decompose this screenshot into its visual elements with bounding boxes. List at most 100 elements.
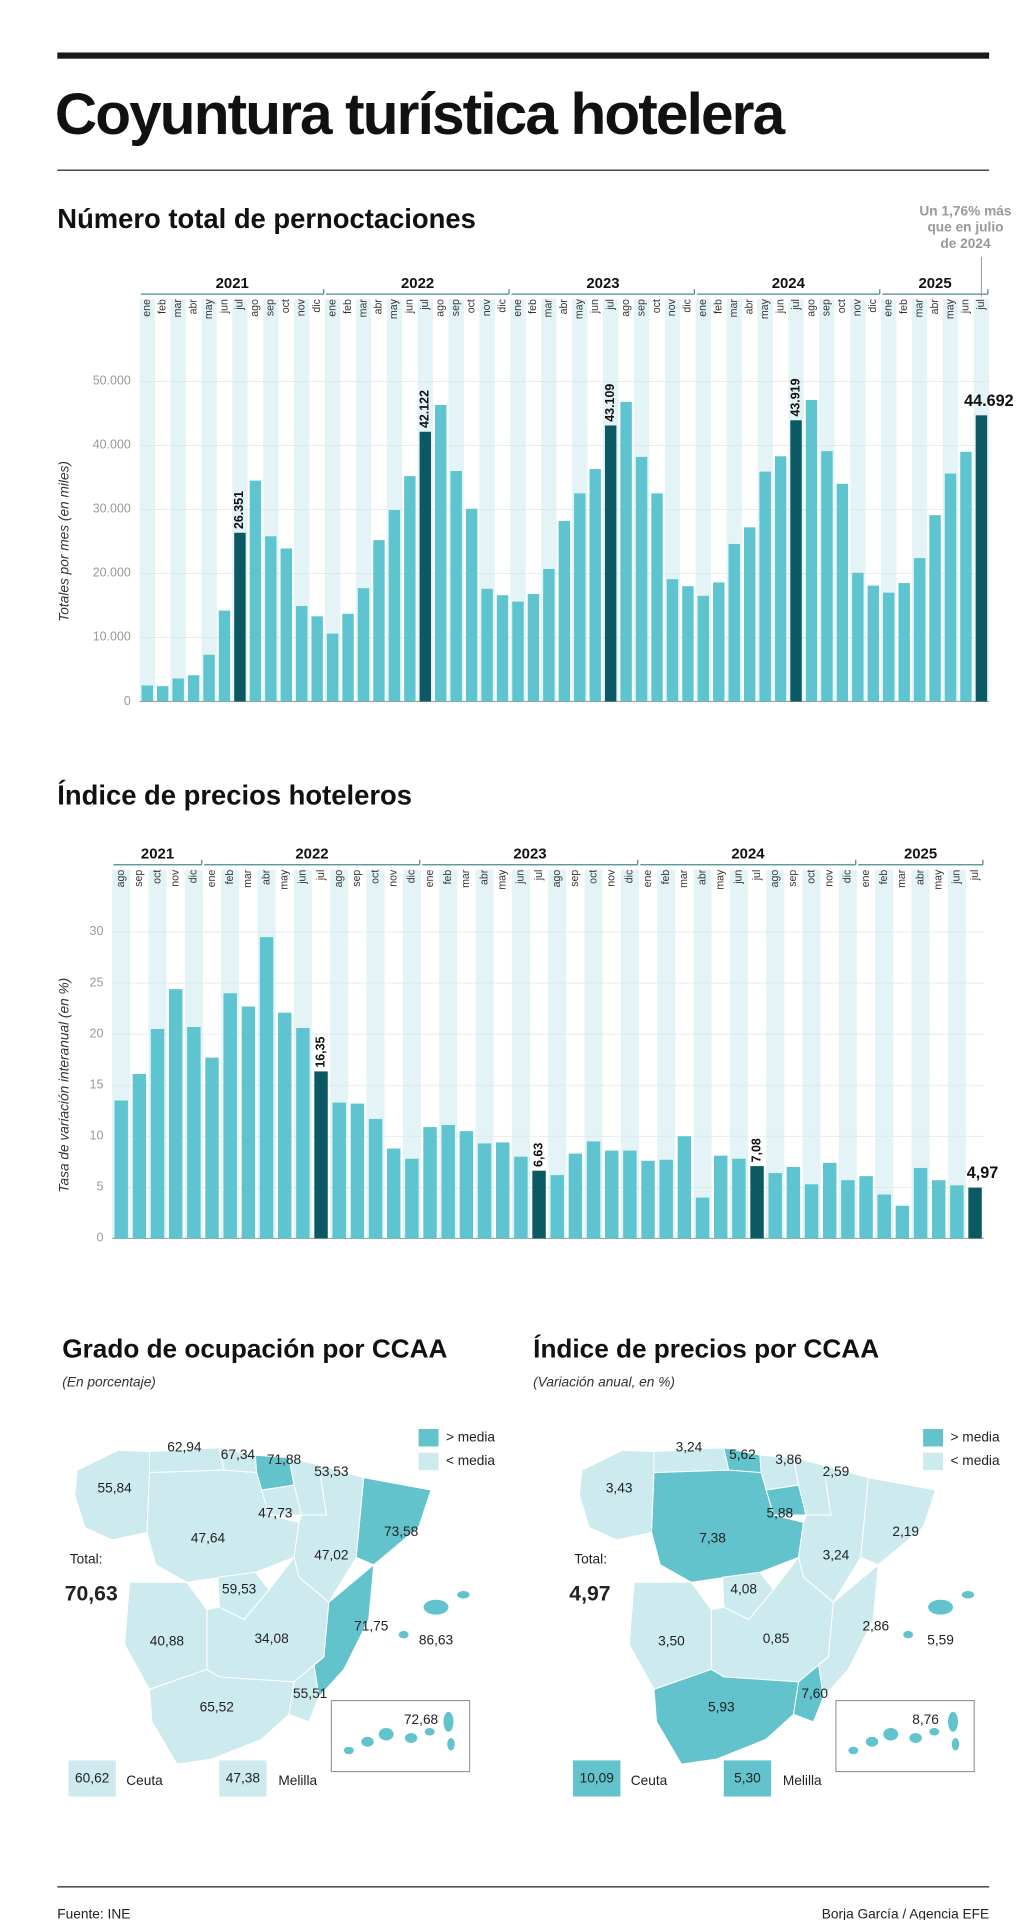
stripe [911,869,930,1239]
bar [435,405,447,702]
region-value: 86,63 [419,1632,454,1647]
island [398,1630,409,1639]
bar [332,1102,346,1239]
month-label: ago [620,299,632,317]
month-label: may [203,298,215,319]
bar [805,399,818,702]
bar [750,1166,764,1239]
month-label: ago [115,870,127,888]
bar [786,1166,801,1239]
month-label: dic [682,298,694,312]
bar [296,1027,310,1239]
island [948,1711,958,1732]
month-label: ago [805,299,817,317]
region [860,1477,937,1566]
month-label: nov [170,869,182,887]
month-label: jun [774,299,786,314]
bar [168,989,183,1239]
year-label: 2024 [772,275,806,292]
month-label: ago [769,870,781,888]
bar [314,1071,328,1239]
bar [386,1148,401,1239]
bar [713,582,725,702]
month-label: sep [450,299,462,316]
region [148,1668,295,1765]
island [404,1732,418,1743]
bar [877,1194,891,1239]
month-label: jun [218,299,230,314]
region-value: 8,76 [912,1712,939,1727]
bar [975,415,988,702]
bar [604,425,617,702]
total-label: Total: [574,1551,607,1566]
month-label: ago [333,870,345,888]
month-label: feb [898,299,910,314]
year-label: 2024 [731,846,765,863]
y-tick-label: 15 [90,1077,104,1091]
month-label: ago [551,870,563,888]
month-label: nov [666,298,678,316]
region-value: 7,60 [801,1686,828,1701]
month-label: dic [842,869,854,883]
value-label: 4,97 [967,1164,999,1182]
month-label: oct [369,870,381,884]
total-value: 70,63 [65,1582,118,1605]
bar [311,616,323,702]
stripe [657,869,676,1239]
stripe [729,869,748,1239]
city-box [219,1760,267,1797]
month-label: may [388,298,400,319]
bar [823,1162,837,1239]
bar [249,480,262,702]
month-label: feb [156,299,168,314]
month-label: mar [543,299,555,318]
year-label: 2021 [141,846,174,863]
bar [883,592,895,702]
year-label: 2021 [216,275,249,292]
city-value: 47,38 [226,1771,261,1786]
legend-swatch [418,1429,439,1447]
month-label: abr [260,869,272,885]
month-label: jun [297,870,309,885]
bar [968,1187,982,1239]
title-rule [57,169,990,171]
region [792,1656,829,1723]
bar [114,1100,128,1239]
region-value: 59,53 [222,1581,257,1596]
bar [568,1153,583,1239]
month-label: mar [172,299,184,318]
month-label: sep [351,870,363,887]
value-label: 43.109 [603,384,617,422]
bar [641,1160,655,1239]
y-tick-label: 10.000 [93,630,131,644]
annotation: que en julio [927,220,1003,235]
month-label: mar [678,869,690,888]
region-value: 3,24 [823,1548,850,1563]
bar [635,456,648,702]
y-tick-label: 30.000 [93,502,131,516]
bar [450,470,462,702]
region-value: 5,93 [708,1700,735,1715]
bar [481,588,493,702]
bar [441,1125,455,1239]
bar [574,493,586,702]
value-label: 7,08 [749,1138,763,1162]
bar [259,937,274,1239]
value-label: 26.351 [232,491,246,529]
bar [759,471,771,702]
month-label: mar [728,299,740,318]
bar [929,515,941,702]
bar [743,527,756,702]
month-label: abr [478,869,490,885]
y-tick-label: 40.000 [93,438,131,452]
region-value: 62,94 [167,1439,202,1454]
annotation: Un 1,76% más [919,204,1011,219]
bar [326,633,339,702]
bar [388,510,401,702]
region-value: 0,85 [763,1631,790,1646]
month-label: oct [836,299,848,313]
month-label: oct [651,299,663,313]
bar [677,1136,692,1239]
city-name: Melilla [783,1773,822,1788]
total-label: Total: [70,1551,103,1566]
